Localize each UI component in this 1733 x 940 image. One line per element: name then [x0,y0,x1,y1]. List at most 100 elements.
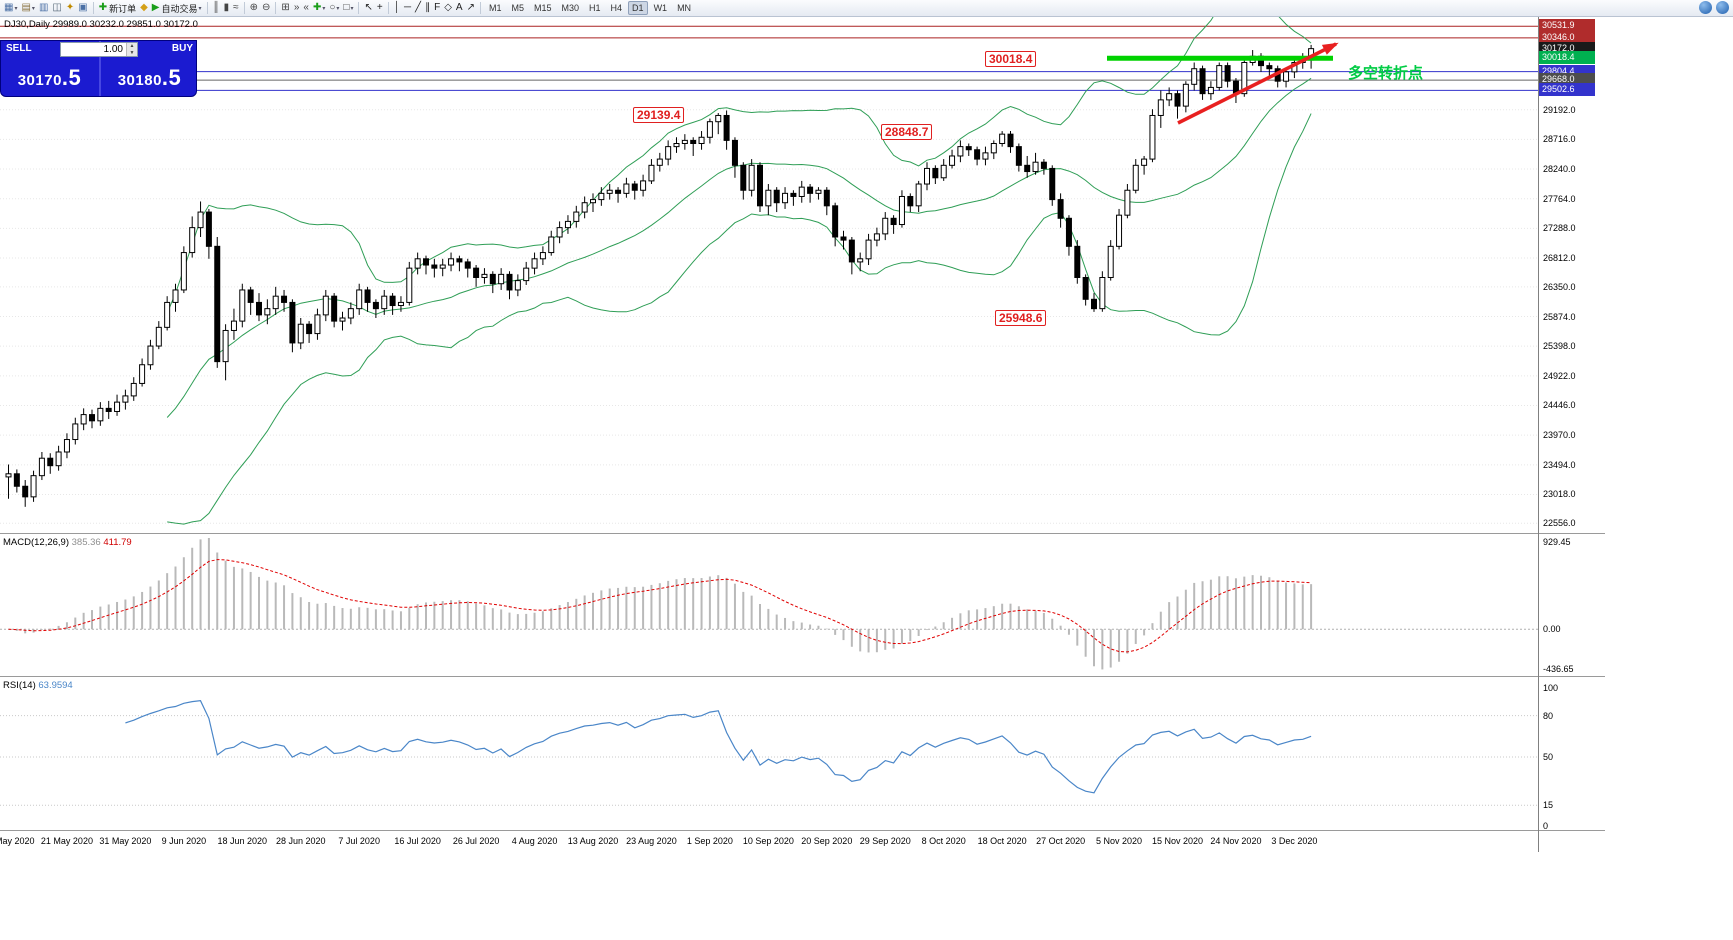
toolbar: ▦ ▾ ▤ ▾ ▥ ◫ ✦ ▣ ✚ 新订单 ◆ ▶ 自动交易 ▾ ║ ▮ ≈ ⊕ ⊖ ⊞» «✚ ▾ ○ ▾ □ ▾ ↖ + │ ─ ╱ ∥ F… [0,0,1733,17]
volume-up-button[interactable]: ▲ [126,43,137,50]
navigator-icon[interactable]: ✦ [64,1,76,16]
toolbar-separator [275,2,277,14]
search-icon[interactable] [1716,1,1729,14]
auto-scroll-icon[interactable]: » [292,1,302,16]
zoom-in-icon[interactable]: ⊕ [248,1,260,16]
data-window-icon[interactable]: ◫ [50,1,63,16]
rsi-name: RSI(14) [3,680,36,691]
cursor-icon[interactable]: ↖ [362,1,374,16]
date-label: 18 Jun 2020 [217,836,268,846]
rsi-value: 63.9594 [38,680,73,691]
timeframe-h4-button[interactable]: H4 [610,3,623,13]
periods-icon[interactable]: ○ ▾ [327,1,341,16]
candlestick-icon[interactable]: ▮ [222,1,232,16]
timeframe-m30-button[interactable]: M30 [561,3,580,13]
main-grid [0,109,1538,524]
date-label: 10 Sep 2020 [742,836,794,846]
rsi-line [125,700,1312,794]
terminal-icon[interactable]: ▣ [76,1,89,16]
rsi-scale-label: 0 [1543,821,1549,831]
horizontal-line-icon[interactable]: ─ [402,1,413,16]
sell-price-pip: .5 [61,65,82,90]
new-chart-icon[interactable]: ▦ ▾ [2,1,19,16]
sell-label: SELL [6,43,32,54]
line-chart-icon: ≈ [233,2,239,13]
profiles-icon: ▤ [21,2,31,13]
macd-signal-value: 411.79 [103,537,132,548]
price-tick-label: 24922.0 [1543,370,1576,381]
date-label: 3 Dec 2020 [1271,836,1318,846]
shift-chart-icon[interactable]: « [301,1,311,16]
toolbar-separator [243,2,245,14]
timeframe-m1-button[interactable]: M1 [488,3,502,13]
price-annotation-box[interactable]: 30018.4 [985,51,1037,67]
shapes-icon[interactable]: ◇ [442,1,454,16]
rsi-indicator-label: RSI(14) 63.9594 [3,680,73,691]
tile-windows-icon[interactable]: ⊞ [279,1,291,16]
price-badge: 30346.0 [1539,30,1595,44]
buy-price-pip: .5 [161,65,182,90]
channel-icon[interactable]: ∥ [423,1,432,16]
price-badge: 30018.4 [1539,51,1595,65]
metaeditor-icon[interactable]: ◆ [138,1,150,16]
toolbar-buttons: ▦ ▾ ▤ ▾ ▥ ◫ ✦ ▣ ✚ 新订单 ◆ ▶ 自动交易 ▾ ║ ▮ ≈ ⊕ ⊖ ⊞» «✚ ▾ ○ ▾ □ ▾ ↖ + │ ─ ╱ ∥ F… [2,0,696,17]
pane-borders [0,17,1605,852]
timeframe-d1-button[interactable]: D1 [628,1,648,15]
toolbar-separator [358,2,360,14]
timeframe-m15-button[interactable]: M15 [533,3,552,13]
ohlc-values: 29989.0 30232.0 29851.0 30172.0 [52,19,198,30]
text-icon: A [455,2,463,13]
text-icon[interactable]: A [454,1,465,16]
templates-icon[interactable]: □ ▾ [341,1,355,16]
zoom-out-icon[interactable]: ⊖ [260,1,272,16]
fibonacci-icon[interactable]: F [432,1,442,16]
bar-chart-icon[interactable]: ║ [211,1,222,16]
periods-icon: ○ [329,2,336,13]
date-label: 23 Aug 2020 [626,836,677,846]
trade-panel-divider [99,41,101,96]
price-tick-label: 23970.0 [1543,430,1576,441]
bollinger-middle-line [166,77,1312,418]
timeframe-h1-button[interactable]: H1 [589,3,601,13]
timeframe-mn-button[interactable]: MN [677,3,692,13]
autotrading-button[interactable]: ▶ 自动交易 ▾ [150,1,204,16]
line-chart-icon[interactable]: ≈ [231,1,241,16]
navigator-icon: ✦ [65,2,75,13]
date-label: 4 Aug 2020 [511,836,558,846]
indicators-icon: ✚ [312,2,322,13]
sell-button[interactable]: SELL 30170.5 [1,41,98,96]
turning-point-note[interactable]: 多空转折点 [1348,65,1424,82]
date-label: 16 Jul 2020 [394,836,441,846]
trend-arrow[interactable] [1177,42,1339,125]
trendline-icon[interactable]: ╱ [413,1,423,16]
bollinger-bands [166,0,1312,525]
volume-input[interactable] [61,43,126,56]
crosshair-icon: + [376,2,383,13]
volume-down-button[interactable]: ▼ [126,49,137,56]
sell-price: 30170.5 [1,65,98,91]
bollinger-upper-line [166,0,1312,314]
price-annotation-box[interactable]: 29139.4 [633,107,685,123]
community-icon[interactable] [1699,1,1712,14]
profiles-icon[interactable]: ▤ ▾ [19,1,36,16]
new-order-button[interactable]: ✚ 新订单 [97,1,138,16]
buy-button[interactable]: BUY 30180.5 [101,41,196,96]
vertical-line-icon[interactable]: │ [392,1,402,16]
crosshair-icon[interactable]: + [375,1,385,16]
timeframe-m5-button[interactable]: M5 [511,3,524,13]
indicators-icon[interactable]: ✚ ▾ [311,1,327,16]
metaeditor-icon: ◆ [140,2,148,13]
price-tick-label: 26350.0 [1543,281,1576,292]
tile-windows-icon: ⊞ [281,2,290,13]
rsi-scale-label: 15 [1543,800,1554,811]
timeframe-w1-button[interactable]: W1 [653,3,668,13]
price-tick-label: 25398.0 [1543,341,1576,352]
macd-value: 385.36 [71,537,101,548]
price-annotation-box[interactable]: 25948.6 [995,310,1047,326]
price-annotation-box[interactable]: 28848.7 [881,124,933,140]
arrows-icon[interactable]: ↗ [465,1,477,16]
market-watch-icon[interactable]: ▥ [37,1,50,16]
price-badge: 29502.6 [1539,83,1595,97]
